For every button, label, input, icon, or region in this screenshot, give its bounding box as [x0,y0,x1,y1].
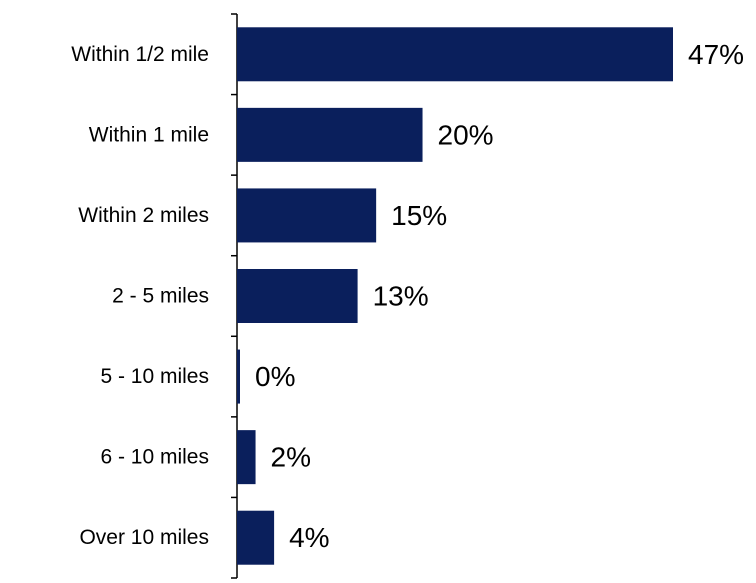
bar [237,107,423,162]
bars [237,27,673,565]
bar [237,349,240,404]
category-label: Within 1/2 mile [71,43,209,66]
value-label: 4% [289,522,329,553]
category-label: Within 2 miles [78,204,209,227]
category-label: 2 - 5 miles [112,285,209,308]
value-label: 47% [688,39,744,70]
bar [237,510,275,565]
y-axis [231,13,238,579]
category-label: Over 10 miles [79,526,209,549]
category-label: 5 - 10 miles [100,365,209,388]
value-label: 2% [271,442,311,473]
category-labels: Within 1/2 mile Within 1 mile Within 2 mil… [71,43,209,549]
value-label: 20% [438,119,494,150]
bar [237,269,358,323]
bar [237,27,673,82]
value-label: 13% [373,281,429,312]
value-label: 0% [255,361,295,392]
value-label: 15% [391,200,447,231]
data-labels: 47% 20% 15% 13% 0% 2% 4% [255,39,744,553]
category-label: Within 1 mile [89,123,209,146]
bar [237,430,256,485]
bar [237,188,377,243]
category-label: 6 - 10 miles [100,446,209,469]
